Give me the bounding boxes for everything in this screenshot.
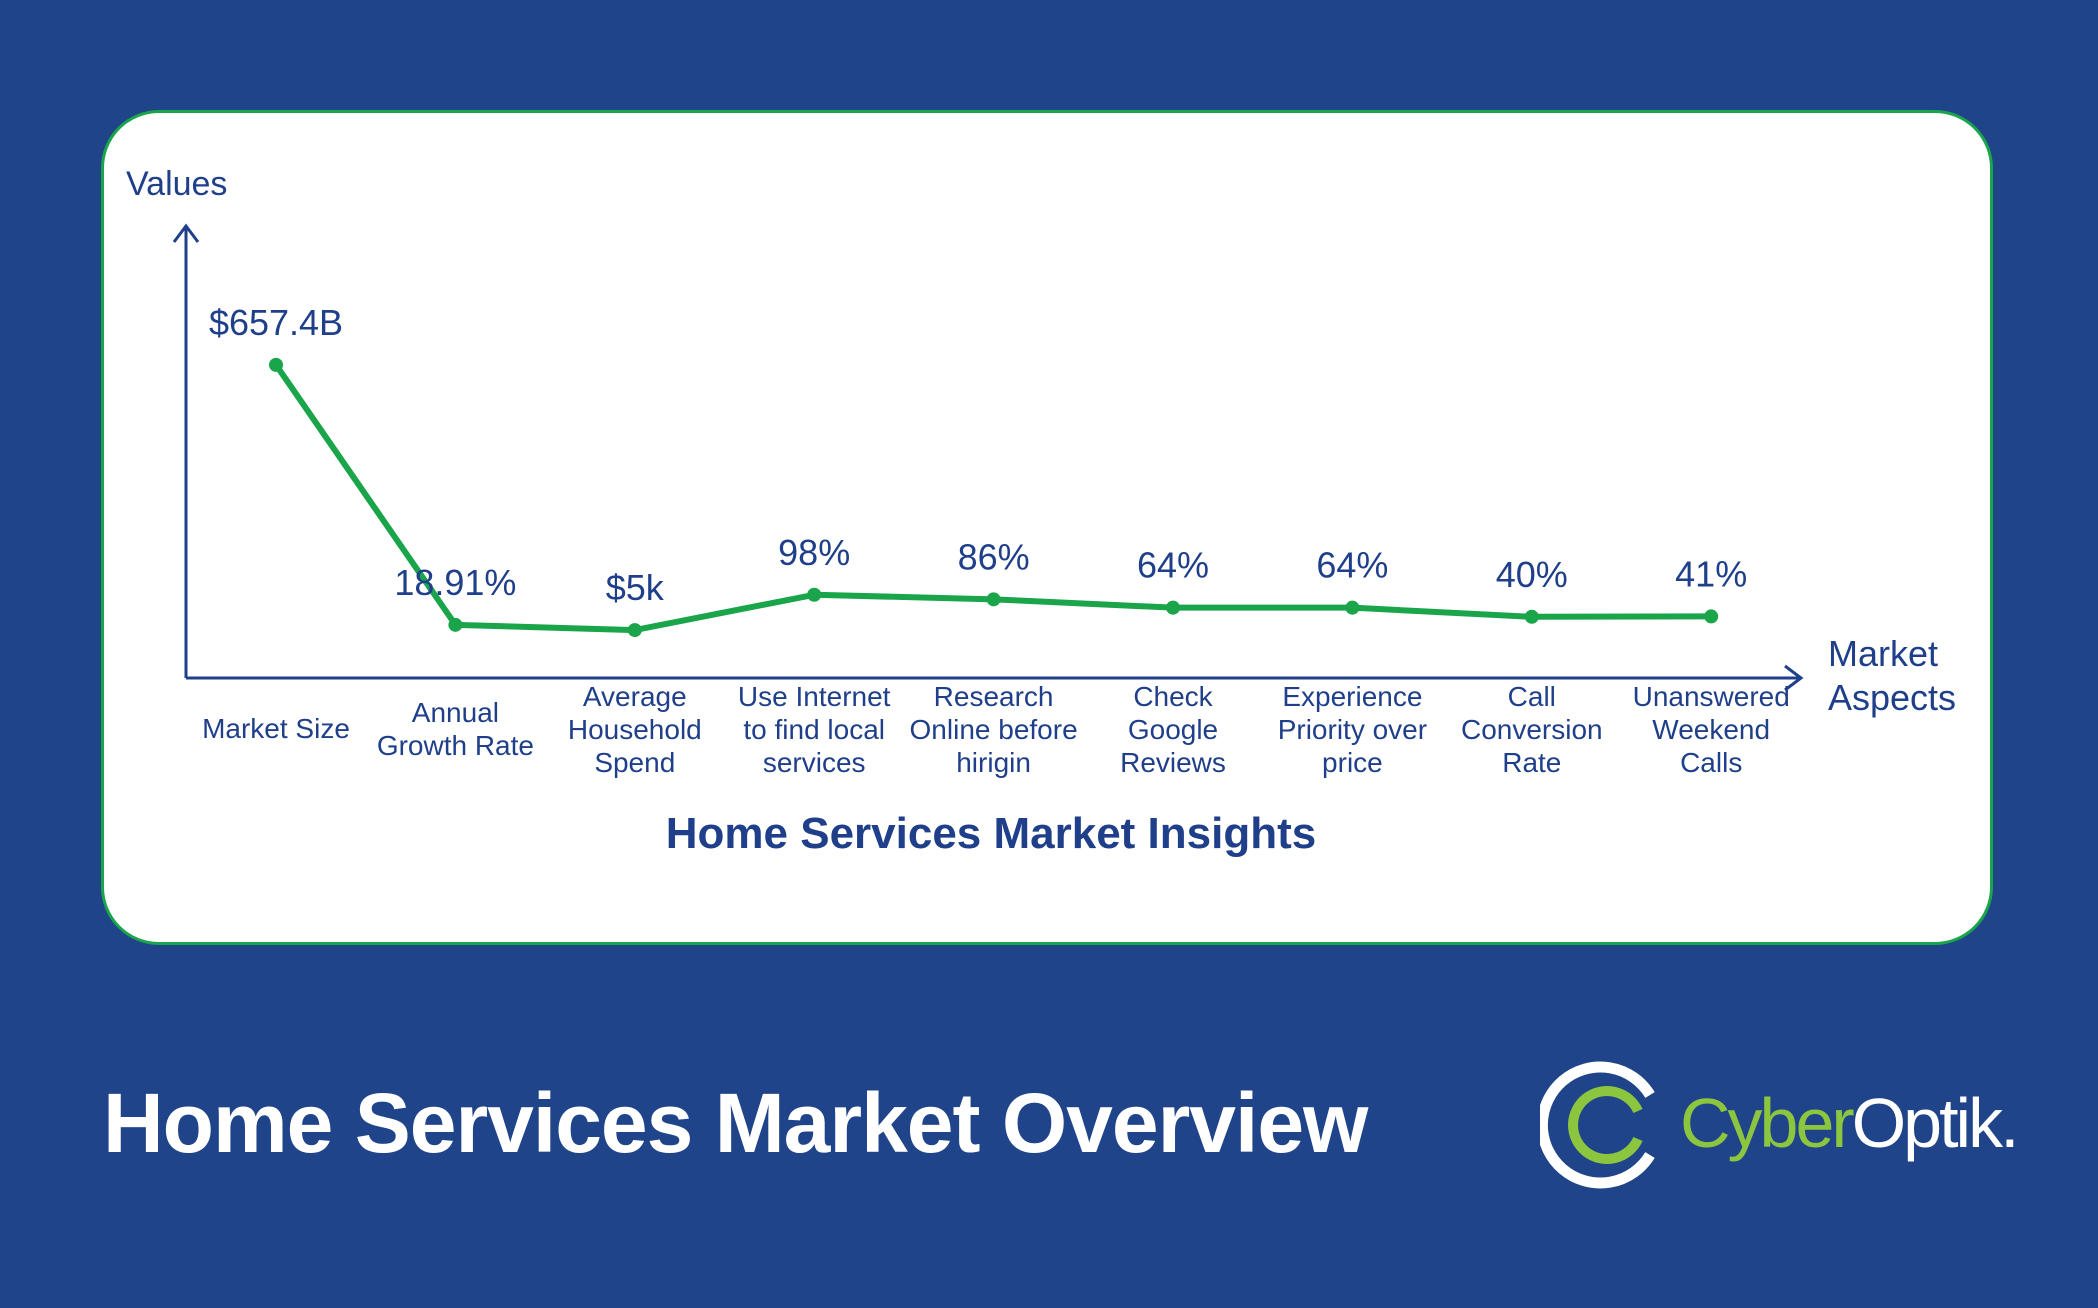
chart-series: $657.4B 18.91% $5k 98% 86% 64% 64% 40% 41% [209,302,1747,638]
brand-wordmark: CyberOptik. [1680,1083,2020,1163]
data-point [1345,600,1360,615]
brand-wordmark-optik: Optik. [1851,1084,2020,1162]
x-axis-label-line-2: Aspects [1828,677,1956,718]
data-point [986,592,1001,607]
data-point [1524,609,1539,624]
data-point [1704,609,1719,624]
x-tick-label: Research Online before hirigin [910,681,1078,778]
page-title: Home Services Market Overview [103,1076,1368,1170]
data-label: 40% [1496,554,1568,595]
brand-wordmark-cyber: Cyber [1680,1084,1855,1162]
line-chart: Values Market Aspects Home Services Mark… [126,165,1956,858]
x-tick-label: Call Conversion Rate [1461,681,1603,778]
x-tick-label: Annual Growth Rate [377,697,534,761]
x-tick-label: Market Size [202,713,350,744]
data-point [448,617,463,632]
chart-card: Values Market Aspects Home Services Mark… [101,110,1993,945]
data-label: 64% [1316,545,1388,586]
x-axis-arrow [1784,664,1804,692]
x-axis-label: Market Aspects [1828,633,1956,718]
data-label: 41% [1675,553,1747,594]
data-label: 18.91% [394,562,516,603]
chart-axes: Values Market Aspects Home Services Mark… [126,165,1956,858]
data-point [269,357,283,372]
data-label: $657.4B [209,302,343,343]
data-point [1166,600,1180,615]
data-point [807,587,822,602]
data-point [627,623,642,638]
y-axis-arrow [172,223,200,243]
x-tick-label: Unanswered Weekend Calls [1633,681,1790,778]
brand-logo: CyberOptik. [1540,1055,2020,1195]
x-tick-label: Average Household Spend [568,681,702,778]
x-axis-label-line-1: Market [1828,633,1938,674]
data-label: 86% [958,536,1030,577]
y-axis-label: Values [126,165,227,203]
x-tick-label: Use Internet to find local services [738,681,891,778]
x-tick-label: Experience Priority over price [1278,681,1427,778]
data-label: 98% [778,532,850,573]
cyberoptik-ring-icon [1540,1061,1655,1189]
chart-title: Home Services Market Insights [666,809,1316,858]
data-label: 64% [1137,545,1209,586]
x-tick-label: Check Google Reviews [1120,681,1226,778]
x-tick-labels: Market Size Annual Growth Rate Average House… [202,681,1790,778]
data-label: $5k [606,567,665,608]
